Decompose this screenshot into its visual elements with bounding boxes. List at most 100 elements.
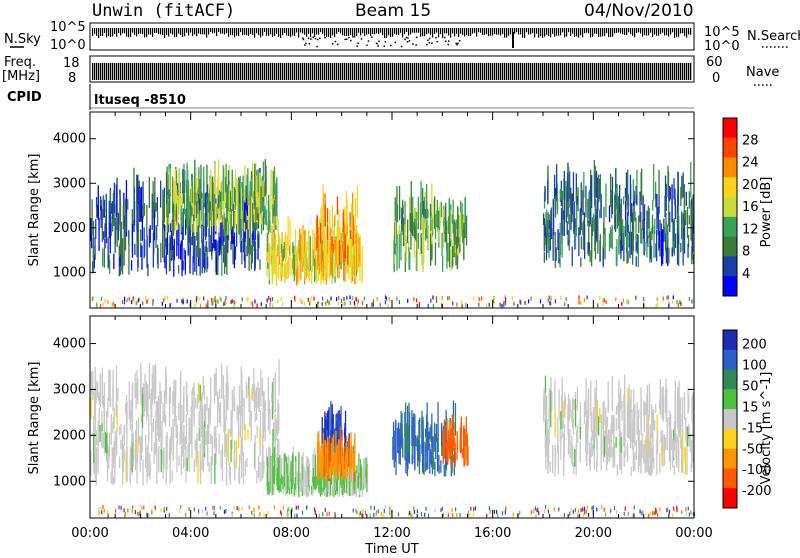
- noise-bar: [330, 28, 332, 38]
- data-mark: [163, 390, 166, 400]
- data-mark: [673, 421, 676, 451]
- data-mark: [321, 261, 324, 281]
- data-mark: [411, 410, 413, 439]
- data-mark: [652, 411, 654, 443]
- data-mark: [263, 181, 265, 200]
- data-mark: [221, 191, 224, 209]
- data-mark: [411, 440, 413, 465]
- freq-bar: [328, 63, 330, 80]
- ground-scatter-mark: [686, 511, 688, 516]
- data-mark: [453, 219, 455, 258]
- data-mark: [181, 259, 183, 268]
- ground-scatter-mark: [679, 300, 681, 305]
- noise-bar: [188, 28, 190, 36]
- data-mark: [363, 459, 365, 484]
- data-mark: [218, 208, 220, 226]
- data-mark: [193, 458, 195, 472]
- colorbar-tick-label: 15: [742, 400, 759, 415]
- data-mark: [401, 207, 403, 224]
- ground-scatter-mark: [301, 300, 303, 305]
- data-mark: [562, 209, 564, 236]
- data-mark: [183, 180, 185, 204]
- ground-scatter-mark: [535, 513, 537, 518]
- data-mark: [554, 174, 556, 199]
- noise-bar: [530, 28, 532, 35]
- data-mark: [571, 246, 573, 267]
- ground-scatter-mark: [586, 295, 588, 300]
- data-mark: [543, 252, 545, 263]
- data-mark: [312, 468, 314, 486]
- noise-dot: [447, 43, 449, 46]
- ytick-label: 3000: [53, 176, 86, 191]
- data-mark: [250, 410, 252, 441]
- freq-bar: [436, 63, 438, 80]
- data-mark: [432, 215, 434, 233]
- noise-dot: [310, 38, 312, 40]
- noise-bar: [304, 28, 306, 35]
- noise-bar: [402, 28, 404, 38]
- ground-scatter-mark: [322, 512, 324, 517]
- noise-bar: [266, 28, 268, 36]
- noise-dot: [348, 36, 350, 39]
- freq-bar: [466, 63, 468, 80]
- ground-scatter-mark: [536, 508, 538, 513]
- ground-scatter-mark: [310, 296, 312, 301]
- data-mark: [116, 177, 118, 216]
- noise-bar: [124, 28, 126, 34]
- data-mark: [219, 388, 221, 399]
- data-mark: [617, 408, 620, 429]
- data-mark: [298, 253, 300, 279]
- data-mark: [647, 435, 649, 473]
- data-mark: [580, 211, 582, 231]
- data-mark: [610, 229, 612, 248]
- data-mark: [336, 421, 338, 445]
- ground-scatter-mark: [616, 510, 618, 514]
- noise-bar: [484, 28, 486, 35]
- freq-bar: [648, 63, 650, 80]
- velocity-xticks: 00:00 04:00 08:00 12:00 16:00 20:00 00:00: [71, 316, 713, 541]
- data-mark: [198, 427, 200, 441]
- data-mark: [108, 200, 110, 239]
- data-mark: [241, 202, 243, 212]
- data-mark: [402, 227, 404, 236]
- noise-bar: [640, 28, 642, 34]
- data-mark: [234, 246, 237, 260]
- data-mark: [332, 243, 334, 257]
- noise-bar: [652, 28, 654, 37]
- data-mark: [197, 213, 199, 226]
- data-mark: [186, 457, 188, 471]
- data-mark: [567, 204, 569, 216]
- data-mark: [148, 362, 151, 400]
- ground-scatter-mark: [692, 512, 694, 517]
- freq-bar: [340, 63, 342, 80]
- data-mark: [398, 185, 401, 221]
- data-mark: [155, 410, 157, 439]
- data-mark: [568, 240, 570, 251]
- data-mark: [135, 382, 137, 410]
- noise-bar: [642, 28, 644, 37]
- data-mark: [350, 441, 352, 466]
- data-mark: [321, 217, 323, 255]
- data-mark: [561, 223, 563, 245]
- ground-scatter-mark: [313, 296, 315, 301]
- ground-scatter-mark: [493, 509, 495, 514]
- data-mark: [236, 224, 238, 247]
- data-mark: [175, 415, 177, 439]
- noise-bar: [684, 28, 686, 36]
- noise-dot: [412, 43, 414, 45]
- data-mark: [576, 387, 579, 411]
- data-mark: [450, 249, 452, 271]
- colorbar-swatch: [723, 256, 737, 277]
- data-mark: [338, 439, 340, 467]
- data-mark: [355, 233, 357, 244]
- freq-bar: [400, 63, 402, 80]
- ground-scatter-mark: [493, 295, 495, 300]
- data-mark: [104, 238, 106, 249]
- freq-bar: [448, 63, 450, 80]
- data-mark: [219, 402, 221, 416]
- data-mark: [116, 210, 118, 230]
- noise-dot: [384, 41, 387, 43]
- data-mark: [656, 431, 659, 454]
- data-mark: [561, 389, 563, 423]
- noise-bar: [228, 28, 230, 37]
